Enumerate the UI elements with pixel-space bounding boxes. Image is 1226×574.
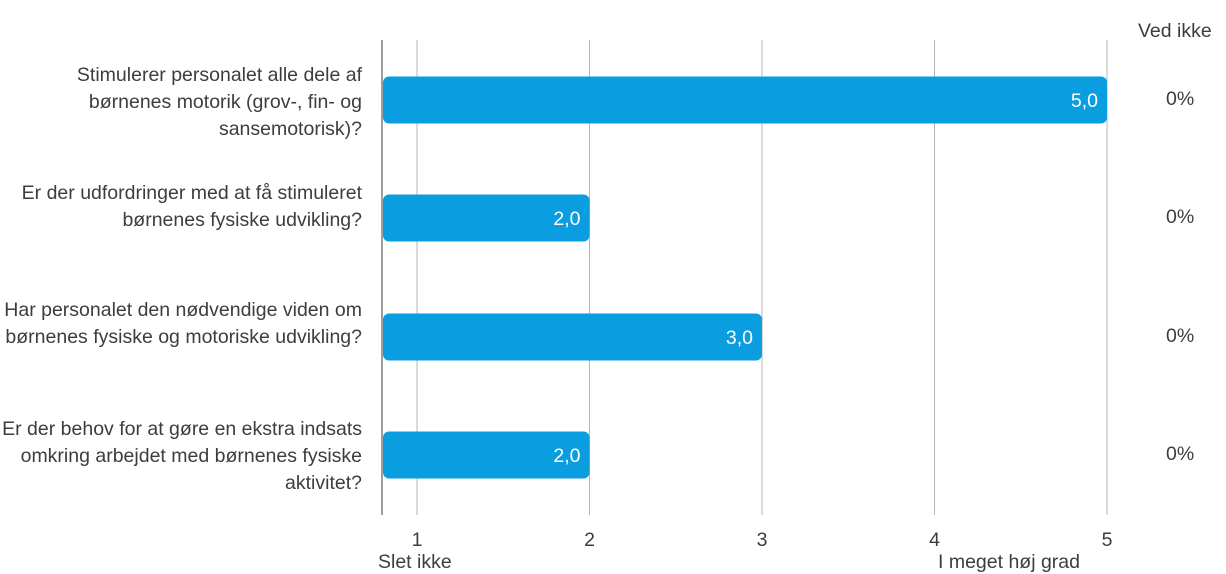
x-tick-label-4: 4 (929, 529, 940, 551)
x-tick-label-3: 3 (757, 529, 768, 551)
bar-2 (383, 194, 590, 242)
category-label-2: Er der udfordringer med at få stimuleret… (21, 182, 362, 231)
ved-ikke-header: Ved ikke (1138, 20, 1212, 42)
scale-high-label: I meget høj grad (938, 551, 1080, 573)
x-tick-label-2: 2 (584, 529, 595, 551)
ved-ikke-value-3: 0% (1166, 325, 1195, 347)
bar-value-label-2: 2,0 (553, 208, 580, 230)
category-label-3: Har personalet den nødvendige viden om b… (4, 299, 362, 348)
ved-ikke-value-1: 0% (1166, 88, 1195, 110)
bar-1 (383, 76, 1107, 124)
bar-value-label-1: 5,0 (1071, 90, 1098, 112)
x-tick-label-1: 1 (412, 529, 423, 551)
ved-ikke-value-2: 0% (1166, 206, 1195, 228)
bar-3 (383, 313, 762, 361)
bar-value-label-3: 3,0 (726, 327, 753, 349)
bar-4 (383, 431, 590, 479)
x-tick-label-5: 5 (1102, 529, 1113, 551)
scale-low-label: Slet ikke (378, 551, 452, 573)
category-label-1: Stimulerer personalet alle dele af børne… (76, 64, 362, 140)
ved-ikke-value-4: 0% (1166, 443, 1195, 465)
category-label-4: Er der behov for at gøre en ekstra indsa… (2, 418, 362, 494)
bar-value-label-4: 2,0 (553, 445, 580, 467)
